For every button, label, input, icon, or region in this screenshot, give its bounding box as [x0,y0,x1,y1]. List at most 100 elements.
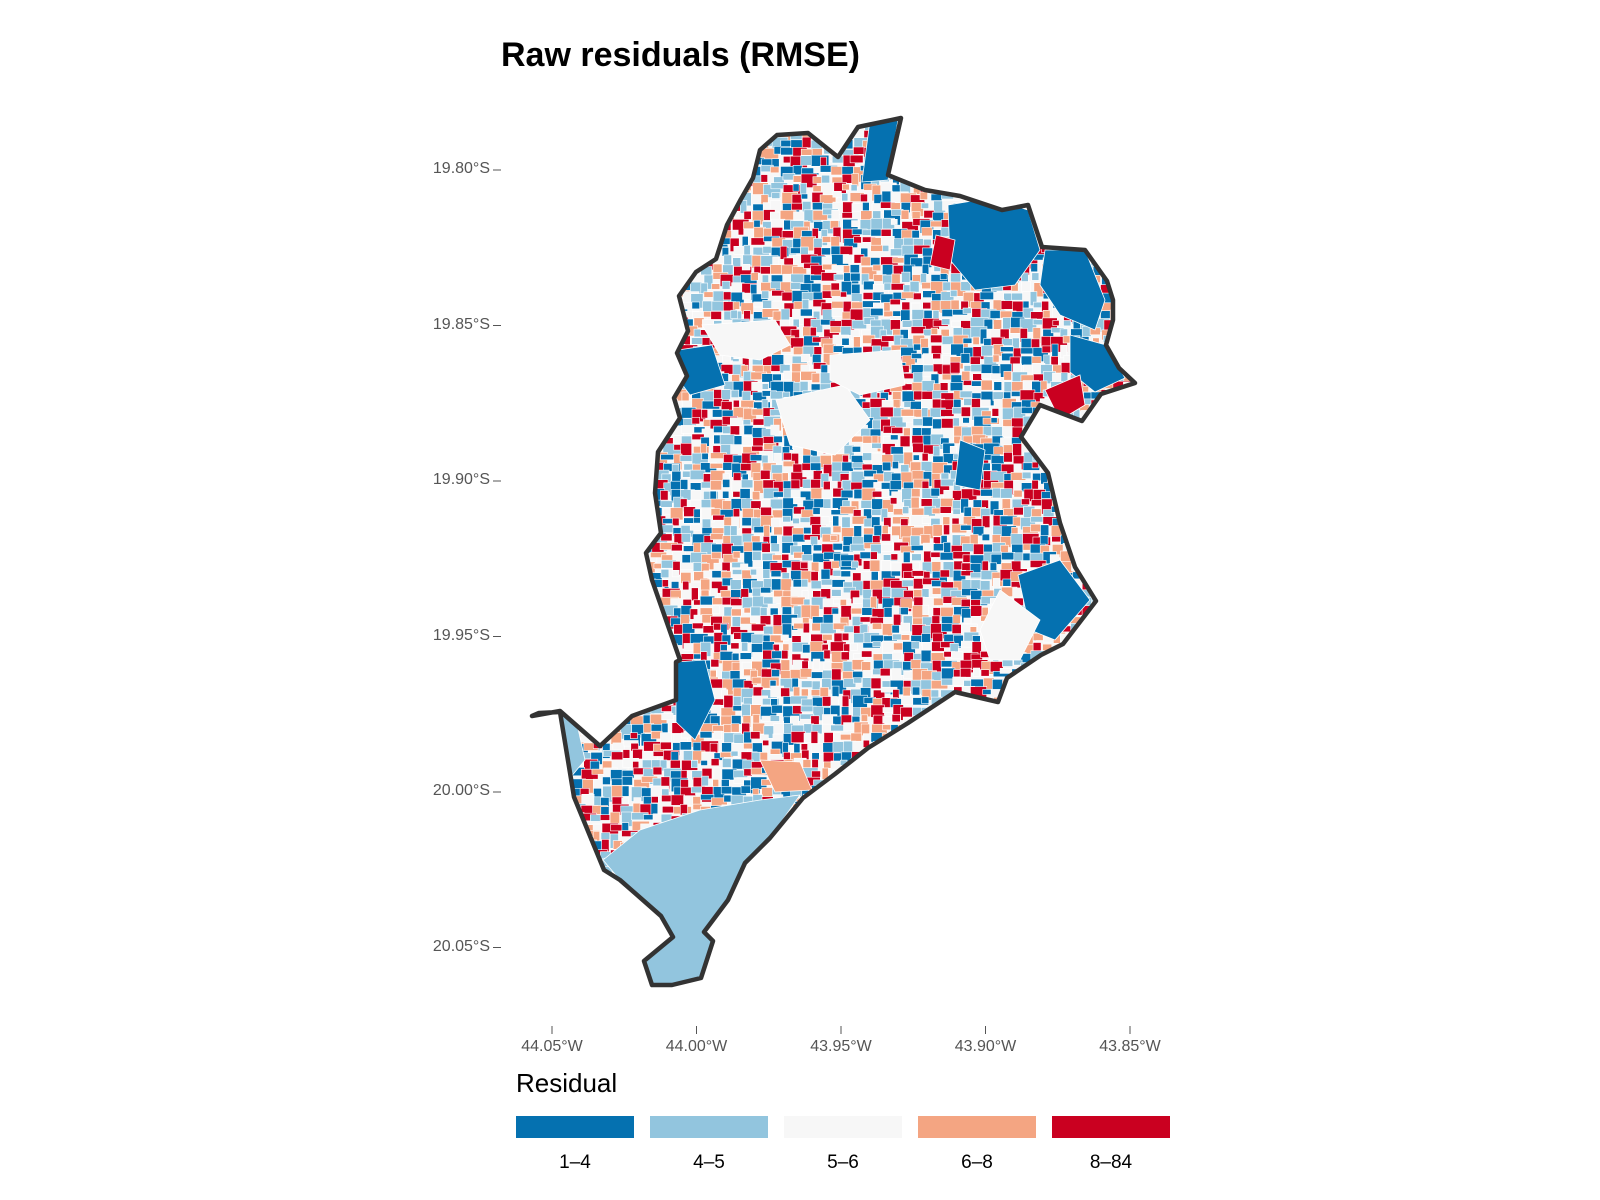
residual-polygon [590,634,604,646]
residual-polygon [922,416,933,427]
residual-polygon [911,804,929,812]
residual-polygon [629,614,640,628]
residual-polygon [522,535,532,546]
residual-polygon [1112,759,1124,769]
residual-polygon [1141,230,1149,236]
residual-polygon [1022,118,1033,126]
residual-polygon [1103,425,1121,434]
residual-polygon [633,479,641,496]
residual-polygon [1142,507,1158,517]
residual-polygon [570,507,584,522]
residual-polygon [560,678,580,695]
residual-polygon [609,265,627,273]
residual-polygon [1051,164,1063,177]
residual-polygon [582,302,599,309]
residual-polygon [1073,533,1082,545]
residual-polygon [591,227,600,235]
residual-polygon [1062,220,1070,228]
residual-polygon [660,129,669,136]
residual-polygon [1001,118,1016,129]
residual-polygon [580,479,597,495]
residual-polygon [960,127,970,142]
residual-polygon [571,191,587,200]
residual-polygon [1102,776,1112,790]
residual-polygon [730,608,742,617]
residual-polygon [1091,220,1108,230]
residual-polygon [1032,182,1041,198]
residual-polygon [1100,615,1108,631]
residual-polygon [599,291,616,307]
residual-polygon [631,632,648,647]
residual-polygon [513,481,521,496]
residual-polygon [602,121,621,131]
residual-polygon [731,148,746,165]
residual-polygon [622,536,631,552]
residual-polygon [681,221,690,234]
residual-polygon [773,435,783,443]
residual-polygon [1129,230,1135,239]
residual-polygon [1132,670,1135,676]
residual-polygon [651,327,669,335]
residual-polygon [719,157,732,169]
residual-polygon [682,239,691,248]
residual-polygon [962,337,973,344]
residual-polygon [1070,184,1080,197]
residual-polygon [1102,183,1116,190]
residual-polygon [592,613,610,623]
residual-polygon [551,732,560,743]
residual-polygon [561,235,578,243]
residual-polygon [1132,695,1135,710]
residual-polygon [802,622,810,634]
residual-polygon [952,760,967,768]
residual-polygon [923,309,933,320]
residual-polygon [979,291,995,300]
residual-polygon [912,589,923,599]
residual-polygon [592,328,602,338]
residual-polygon [1100,433,1112,448]
residual-polygon [543,571,561,580]
residual-polygon [1050,677,1060,689]
residual-polygon [532,568,548,582]
residual-polygon [532,301,547,313]
residual-polygon [1031,479,1039,491]
residual-polygon [793,622,805,630]
residual-polygon [1060,659,1072,670]
residual-polygon [629,433,649,441]
residual-polygon [642,344,654,351]
residual-polygon [1072,498,1082,511]
residual-polygon [942,725,950,743]
residual-polygon [720,120,737,134]
residual-polygon [1112,704,1121,711]
residual-polygon [710,174,728,186]
residual-polygon [633,343,641,358]
residual-polygon [1113,408,1129,419]
residual-polygon [911,148,921,165]
residual-polygon [891,624,900,634]
residual-polygon [760,469,771,480]
residual-polygon [561,345,573,354]
residual-polygon [961,805,975,822]
residual-polygon [881,488,890,498]
residual-polygon [1070,209,1078,216]
residual-polygon [852,118,868,119]
residual-polygon [542,490,552,506]
residual-polygon [589,291,605,303]
residual-polygon [590,642,606,652]
residual-polygon [550,614,563,623]
residual-polygon [1061,742,1076,754]
residual-polygon [532,382,540,392]
residual-polygon [541,388,557,401]
residual-polygon [1080,527,1096,542]
residual-polygon [571,526,579,540]
residual-polygon [929,742,946,756]
residual-polygon [650,181,667,189]
residual-polygon [1121,616,1134,628]
residual-polygon [700,155,710,164]
residual-polygon [1060,777,1079,789]
residual-polygon [563,578,582,585]
residual-polygon [622,182,634,197]
residual-polygon [600,578,616,590]
residual-polygon [560,786,570,794]
residual-polygon [513,227,527,242]
residual-polygon [632,371,646,379]
